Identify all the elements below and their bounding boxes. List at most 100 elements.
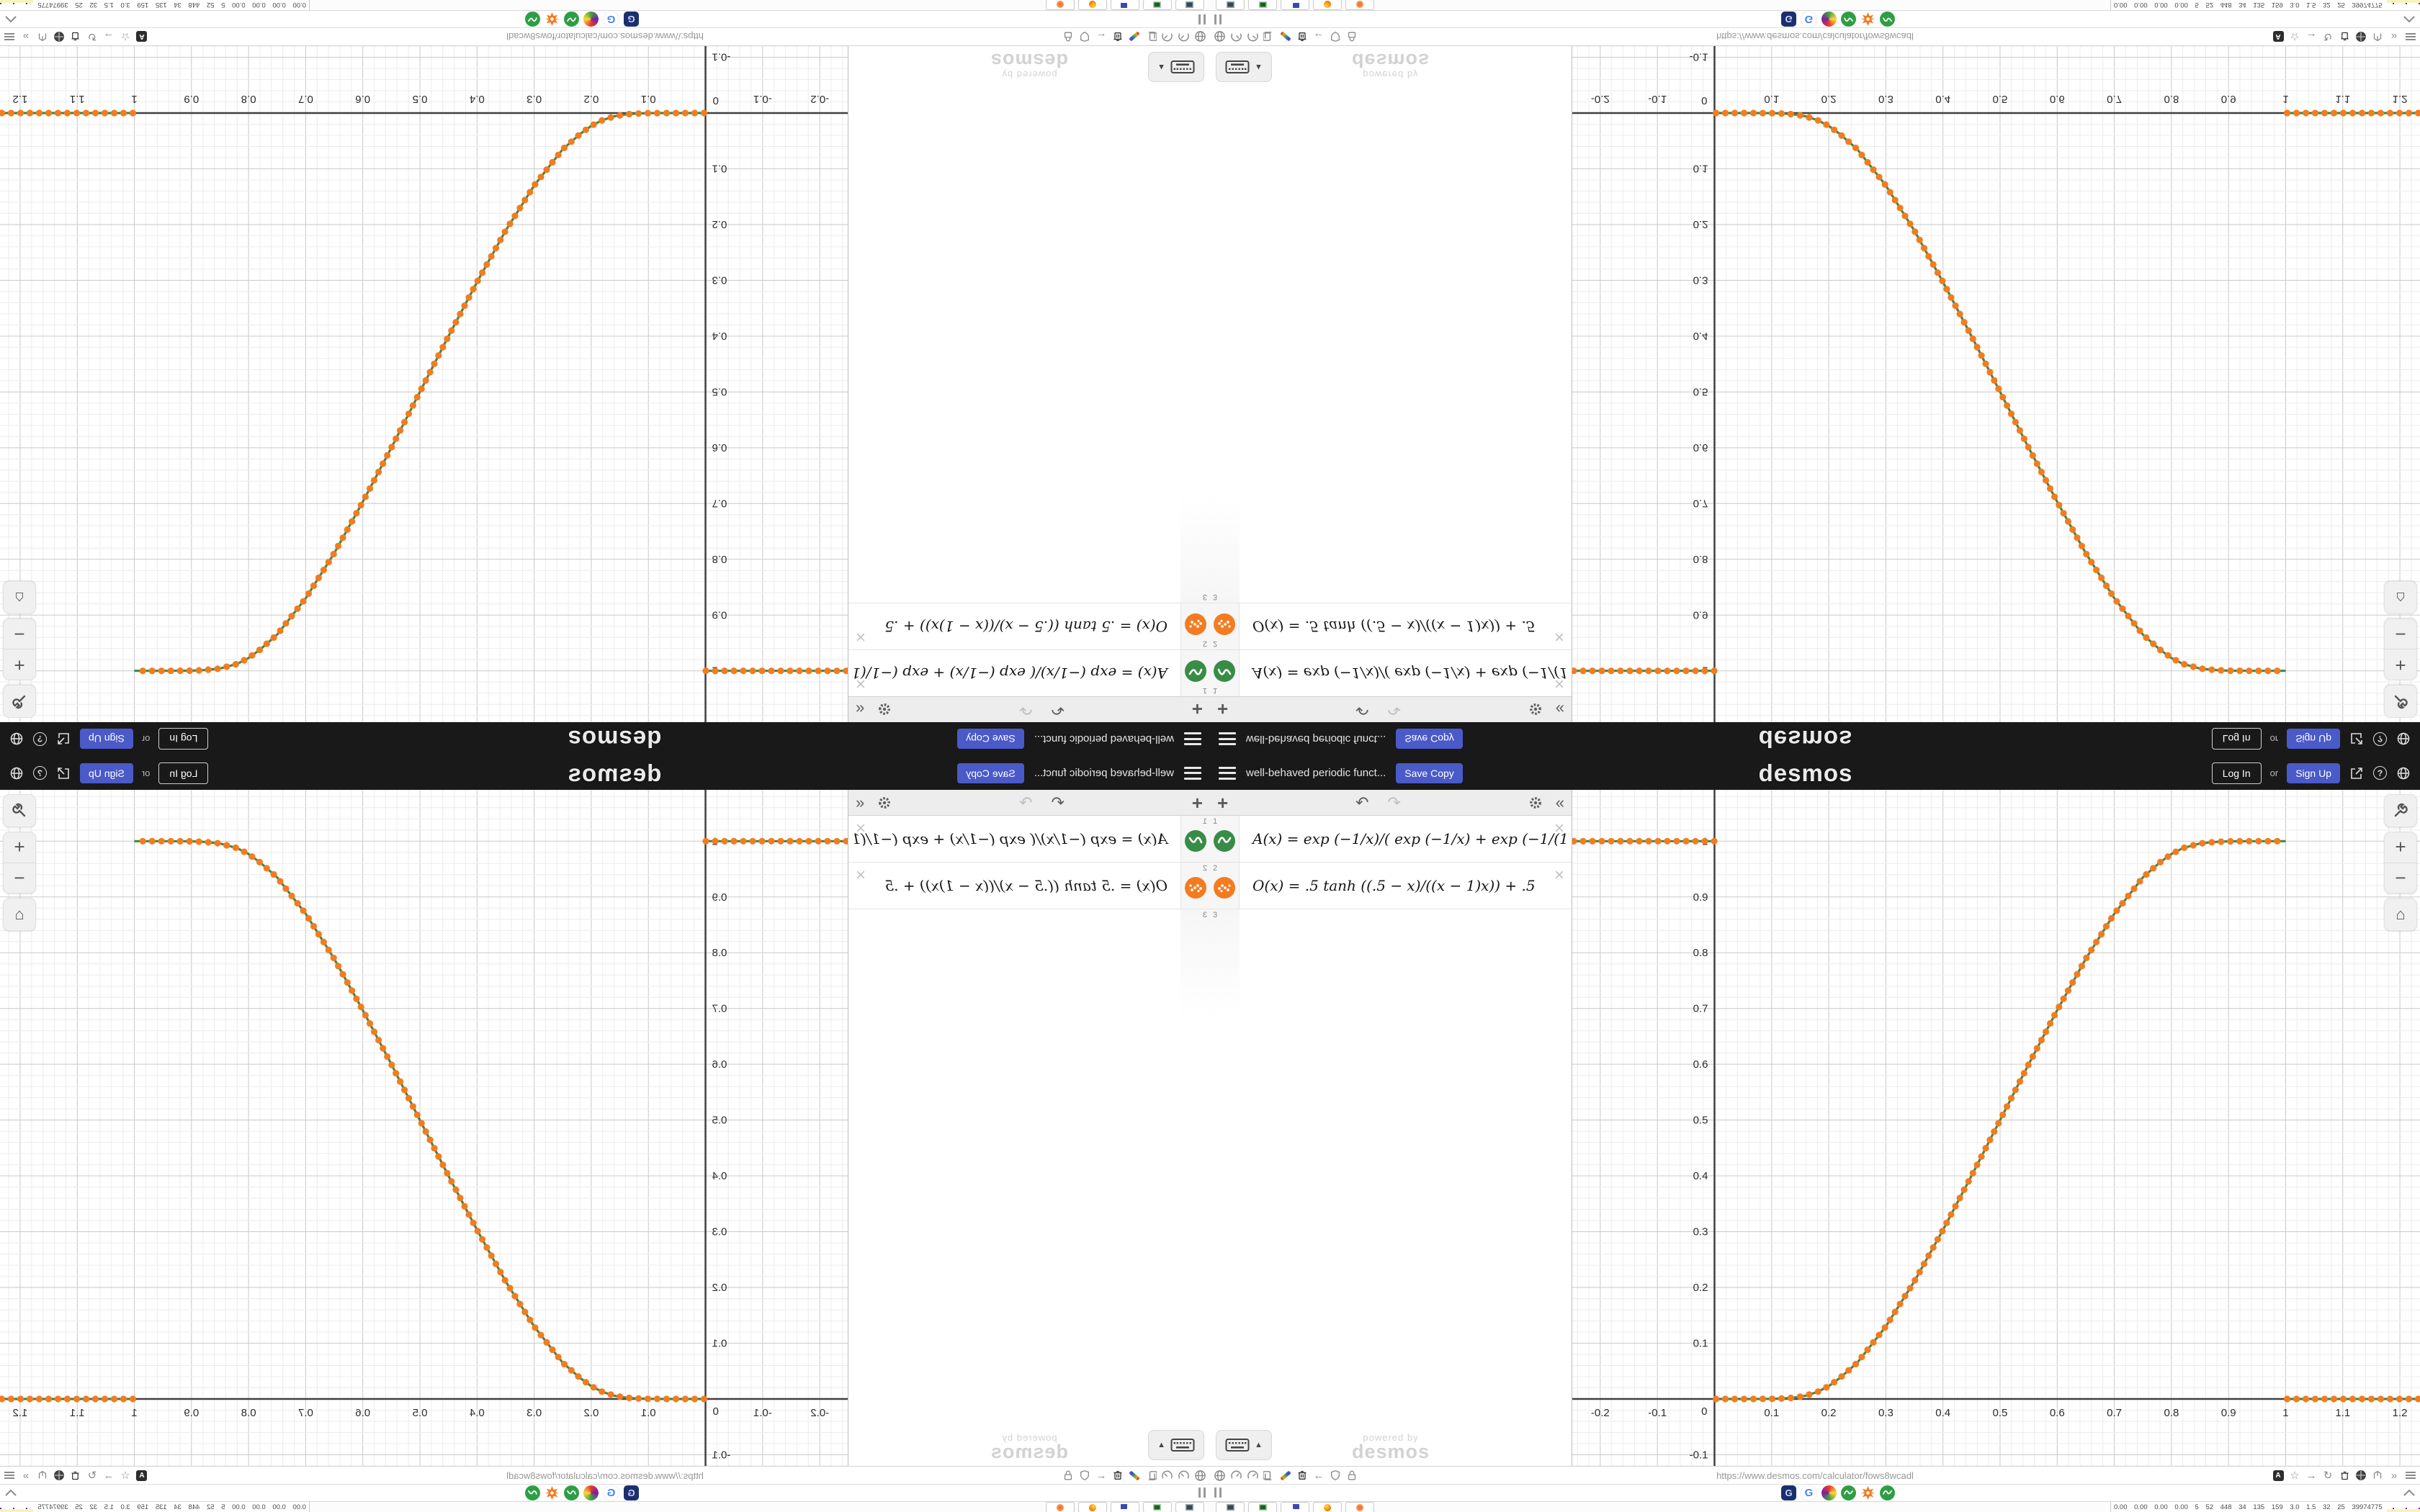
bookmark-star-icon[interactable]: ☆ bbox=[2290, 30, 2300, 42]
delete-expression-icon[interactable]: × bbox=[1554, 674, 1564, 693]
translate-icon[interactable]: A bbox=[2272, 1470, 2284, 1481]
taskbar-app-screenshot[interactable] bbox=[1216, 0, 1245, 10]
sign-up-button[interactable]: Sign Up bbox=[80, 762, 133, 783]
pages-copy-icon[interactable] bbox=[1263, 1469, 1276, 1482]
gear-icon[interactable] bbox=[1528, 796, 1543, 810]
expression-row[interactable]: 1 A(x) = exp (−1/x)/( exp (−1/x) + exp (… bbox=[1210, 816, 1572, 863]
save-copy-button[interactable]: Save Copy bbox=[1396, 762, 1463, 783]
send-share-icon[interactable] bbox=[36, 30, 49, 43]
bookmark-star-icon[interactable]: ☆ bbox=[2290, 1470, 2300, 1482]
delete-expression-icon[interactable]: × bbox=[856, 627, 866, 647]
taskbar-app-firefox[interactable] bbox=[1313, 0, 1342, 10]
globe-icon[interactable] bbox=[2396, 765, 2411, 781]
desmos-logo[interactable]: desmos bbox=[1758, 759, 1853, 786]
tab-favicon-chat[interactable]: G bbox=[1781, 1485, 1796, 1500]
dark-globe-icon[interactable] bbox=[2354, 30, 2367, 43]
save-copy-button[interactable]: Save Copy bbox=[957, 762, 1024, 783]
browser-menu-icon[interactable] bbox=[3, 30, 16, 43]
home-reset-view-button[interactable]: ⌂ bbox=[2384, 581, 2417, 614]
shield-icon[interactable] bbox=[1329, 1469, 1342, 1482]
taskbar-app-blender[interactable] bbox=[1046, 0, 1075, 10]
taskbar-app-firefox[interactable] bbox=[1078, 0, 1107, 10]
pages-copy-icon[interactable] bbox=[1144, 1469, 1157, 1482]
globe-toolbar-icon[interactable] bbox=[1213, 1469, 1226, 1482]
browser-menu-icon[interactable] bbox=[2404, 1469, 2417, 1482]
tab-favicon-colorwheel[interactable] bbox=[1821, 12, 1837, 27]
add-expression-button[interactable]: + bbox=[1217, 698, 1229, 721]
dotted-line-style-icon[interactable] bbox=[1185, 613, 1206, 635]
expression-formula[interactable]: O(x) = .5 tanh ((.5 − x)/((x − 1)x)) + .… bbox=[884, 618, 1168, 635]
url-text[interactable]: https://www.desmos.com/calculator/fows8w… bbox=[1716, 1470, 1914, 1481]
delete-expression-icon[interactable]: × bbox=[1554, 819, 1564, 838]
expression-row[interactable]: 2 O(x) = .5 tanh ((.5 − x)/((x − 1)x)) +… bbox=[848, 863, 1210, 909]
more-chevrons-icon[interactable]: » bbox=[2390, 30, 2398, 43]
home-reset-view-button[interactable]: ⌂ bbox=[3, 581, 36, 614]
reload-icon[interactable]: ↻ bbox=[87, 1470, 97, 1482]
undo-icon[interactable]: ↶ bbox=[1355, 793, 1369, 811]
tab-favicon-desmos[interactable] bbox=[1880, 12, 1895, 27]
tab-favicon-google[interactable]: G bbox=[1801, 1485, 1817, 1501]
home-reset-view-button[interactable]: ⌂ bbox=[2384, 898, 2417, 931]
collapse-panel-icon[interactable]: « bbox=[1555, 701, 1564, 719]
gauge-icon[interactable] bbox=[1229, 30, 1242, 43]
trash-icon[interactable] bbox=[1111, 1469, 1124, 1482]
url-text[interactable]: https://www.desmos.com/calculator/fows8w… bbox=[506, 1470, 704, 1481]
keyboard-toggle-button[interactable]: ▲ bbox=[1148, 52, 1204, 82]
graph-paper[interactable]: -0.2 -0.1 0.1 0.2 0.3 0.4 0.5 0.6 0.7 0.8 0.9 1 1.1 1… bbox=[0, 790, 848, 1466]
zoom-out-button[interactable]: − bbox=[2395, 866, 2406, 888]
tab-favicon-desmos[interactable] bbox=[564, 12, 579, 27]
expression-row[interactable]: 1 A(x) = exp (−1/x)/( exp (−1/x) + exp (… bbox=[848, 649, 1210, 696]
keyboard-toggle-button[interactable]: ▲ bbox=[1216, 52, 1272, 82]
redo-icon[interactable]: ↷ bbox=[1387, 793, 1401, 811]
zoom-in-button[interactable]: + bbox=[2385, 832, 2416, 863]
tab-favicon-desmos[interactable] bbox=[1880, 1485, 1895, 1500]
graph-settings-wrench-button[interactable] bbox=[2384, 685, 2417, 718]
reload-icon[interactable]: ↻ bbox=[2323, 30, 2333, 42]
add-expression-button[interactable]: + bbox=[1217, 791, 1229, 814]
log-in-button[interactable]: Log In bbox=[158, 762, 209, 784]
help-icon[interactable]: ? bbox=[2373, 766, 2387, 780]
zoom-out-button[interactable]: − bbox=[14, 866, 25, 888]
extension-trash-icon[interactable] bbox=[69, 1469, 82, 1482]
sign-up-button[interactable]: Sign Up bbox=[80, 729, 133, 750]
tab-favicon-chat[interactable]: G bbox=[624, 12, 639, 27]
tab-favicon-desmos-activity[interactable] bbox=[1860, 12, 1876, 27]
tab-scroll-up-icon[interactable] bbox=[2403, 1488, 2416, 1497]
taskbar-app-emulator[interactable] bbox=[1281, 1502, 1309, 1512]
expression-formula[interactable]: O(x) = .5 tanh ((.5 − x)/((x − 1)x)) + .… bbox=[1252, 877, 1536, 894]
log-in-button[interactable]: Log In bbox=[158, 728, 209, 750]
redo-icon[interactable]: ↷ bbox=[1019, 701, 1033, 719]
bookmark-star-icon[interactable]: ☆ bbox=[120, 1470, 130, 1482]
send-share-icon[interactable] bbox=[2371, 30, 2384, 43]
solid-line-style-icon[interactable] bbox=[1185, 660, 1206, 682]
tab-scroll-up-icon[interactable] bbox=[2403, 15, 2416, 24]
collapse-panel-icon[interactable]: « bbox=[856, 701, 865, 719]
more-chevrons-icon[interactable]: » bbox=[2390, 1469, 2398, 1482]
graph-paper[interactable]: -0.2 -0.1 0.1 0.2 0.3 0.4 0.5 0.6 0.7 0.8 0.9 1 1.1 1… bbox=[1572, 790, 2420, 1466]
gauge-icon[interactable] bbox=[1161, 30, 1174, 43]
taskbar-app-screenshot[interactable] bbox=[1175, 0, 1204, 10]
collapse-panel-icon[interactable]: « bbox=[856, 793, 865, 811]
share-icon[interactable] bbox=[55, 732, 71, 747]
extension-trash-icon[interactable] bbox=[2338, 1469, 2351, 1482]
back-arrow-icon[interactable]: ← bbox=[1095, 30, 1107, 43]
undo-icon[interactable]: ↶ bbox=[1051, 793, 1065, 811]
taskbar-app-firefox[interactable] bbox=[1313, 1502, 1342, 1512]
pages-copy-icon[interactable] bbox=[1263, 30, 1276, 43]
tab-favicon-colorwheel[interactable] bbox=[583, 1485, 599, 1500]
dark-globe-icon[interactable] bbox=[2354, 1469, 2367, 1482]
keyboard-toggle-button[interactable]: ▲ bbox=[1216, 1430, 1272, 1460]
keyboard-toggle-button[interactable]: ▲ bbox=[1148, 1430, 1204, 1460]
extension-trash-icon[interactable] bbox=[2338, 30, 2351, 43]
solid-line-style-icon[interactable] bbox=[1214, 830, 1235, 852]
globe-icon[interactable] bbox=[2396, 732, 2411, 747]
lock-icon[interactable] bbox=[1062, 30, 1075, 43]
reload-icon[interactable]: ↻ bbox=[87, 30, 97, 42]
url-text[interactable]: https://www.desmos.com/calculator/fows8w… bbox=[1716, 31, 1914, 42]
expression-formula[interactable]: A(x) = exp (−1/x)/( exp (−1/x) + exp (−1… bbox=[848, 830, 1168, 847]
collapse-panel-icon[interactable]: « bbox=[1555, 793, 1564, 811]
tab-favicon-google[interactable]: G bbox=[1801, 11, 1817, 27]
back-arrow-icon[interactable]: ← bbox=[1313, 1469, 1325, 1482]
help-icon[interactable]: ? bbox=[2373, 732, 2387, 746]
expression-formula[interactable]: O(x) = .5 tanh ((.5 − x)/((x − 1)x)) + .… bbox=[1252, 618, 1536, 635]
